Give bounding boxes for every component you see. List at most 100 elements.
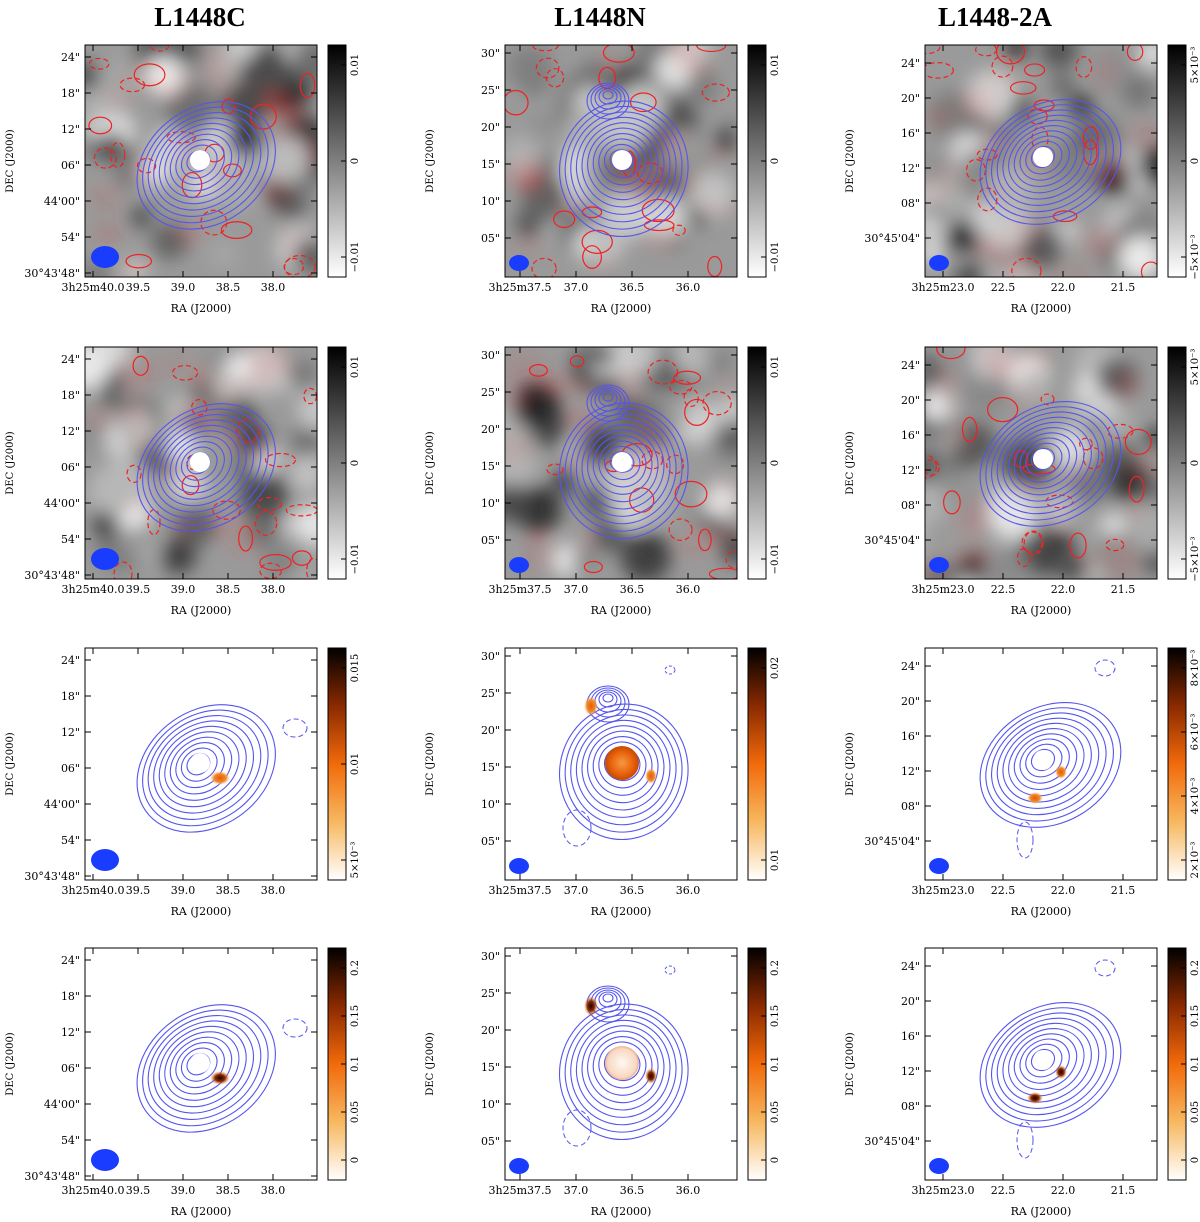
panel-l1448n-row2: 30" 25" 20" 15" 10" 05" 3h25m37.5 37.0 36.5 36.0 R… <box>425 346 781 617</box>
y-tick-label: 15" <box>481 761 500 774</box>
plot-area <box>505 347 737 579</box>
contour-red-negative <box>647 359 679 385</box>
contour-blue <box>587 429 659 503</box>
contour-red-negative <box>124 67 156 86</box>
contour-blue <box>990 1012 1107 1116</box>
noise-blob <box>1111 440 1136 466</box>
colorbar: 8×10⁻³ 6×10⁻³ 4×10⁻³ 2×10⁻³ <box>1167 647 1200 881</box>
contour-blue <box>598 1041 647 1089</box>
noise-blob <box>221 80 269 128</box>
contour-blue-secondary <box>586 384 630 422</box>
noise-blob <box>1095 357 1138 400</box>
contour-red-negative <box>220 380 235 406</box>
contour-red-positive <box>220 221 253 239</box>
y-tick-label: 25" <box>481 386 500 399</box>
noise-blob <box>957 550 987 579</box>
x-axis-label: RA (J2000) <box>1011 302 1072 315</box>
contour-blue <box>592 435 653 495</box>
colorbar: 0.015 0.01 5×10⁻³ <box>327 647 361 881</box>
contour-blue <box>153 1020 255 1114</box>
noise-blob <box>530 111 560 141</box>
noise-blob <box>166 84 218 136</box>
contour-red-positive <box>121 371 153 383</box>
plot-frame <box>84 44 318 278</box>
x-tick-label: 3h25m37.5 <box>488 583 551 596</box>
x-axis-label: RA (J2000) <box>591 604 652 617</box>
contour-blue <box>175 441 225 488</box>
contour-blue <box>1025 140 1063 175</box>
contour-red-negative <box>713 479 737 504</box>
colorbar-tick-label: 5×10⁻³ <box>1190 349 1200 386</box>
y-tick-label: 30" <box>481 650 500 663</box>
contour-blue <box>158 725 247 808</box>
plot-frame <box>924 647 1158 881</box>
contour-red-negative <box>573 380 589 392</box>
y-tick-label: 16" <box>901 127 920 140</box>
y-tick-label: 10" <box>481 798 500 811</box>
y-tick-label: 54" <box>61 834 80 847</box>
contour-blue <box>142 106 269 224</box>
contour-blue <box>1008 1028 1085 1097</box>
contour-blue <box>1002 722 1092 803</box>
colorbar-tick-label: 0 <box>350 158 361 164</box>
y-tick-label: 20" <box>481 1024 500 1037</box>
y-axis-label: DEC (J2000) <box>5 1032 16 1096</box>
contour-red-negative <box>568 447 586 472</box>
y-tick-label: 54" <box>61 1134 80 1147</box>
beam-ellipse <box>509 858 529 874</box>
x-tick-label: 22.0 <box>1051 1184 1076 1197</box>
contour-red-positive <box>1109 555 1134 577</box>
peak-mask <box>612 452 632 472</box>
contour-blue-secondary <box>594 388 622 412</box>
red-contours <box>925 45 1157 277</box>
emission-blob <box>1055 1065 1067 1079</box>
colorbar-tick-label: 5×10⁻³ <box>350 842 361 879</box>
contour-blue <box>153 117 255 211</box>
x-tick-label: 3h25m40.0 <box>61 281 124 294</box>
contour-red-positive <box>1022 351 1048 366</box>
emission-blob <box>645 768 657 784</box>
contour-blue <box>575 418 671 517</box>
plot-area <box>925 648 1157 880</box>
contour-blue-negative <box>1016 821 1034 859</box>
contour-red-negative <box>211 73 235 95</box>
colorbar-tick-label: 0.2 <box>770 960 781 976</box>
contour-red-negative <box>171 364 199 381</box>
y-tick-label: 05" <box>481 232 500 245</box>
noise-blob <box>85 416 113 453</box>
contour-red-negative <box>1021 531 1043 554</box>
noise-blob <box>297 391 317 430</box>
contour-blue <box>180 747 218 782</box>
x-tick-label: 22.5 <box>991 583 1016 596</box>
peak-mask <box>1033 750 1053 770</box>
contour-red-positive <box>958 516 984 532</box>
plot-frame <box>504 647 738 881</box>
contour-red-positive <box>1128 475 1145 503</box>
contour-red-positive <box>581 229 613 254</box>
contour-red-positive <box>133 63 166 87</box>
x-tick-label: 38.5 <box>216 583 241 596</box>
contour-blue <box>1013 1033 1078 1091</box>
plot-area <box>505 648 737 880</box>
x-tick-label: 37.0 <box>564 884 589 897</box>
contour-red-positive <box>261 355 288 375</box>
x-tick-label: 39.0 <box>171 1184 196 1197</box>
contour-red-positive <box>938 372 955 400</box>
noise-blob <box>690 172 736 217</box>
x-tick-label: 3h25m23.0 <box>911 281 974 294</box>
noise-blob <box>112 157 144 189</box>
y-axis-label: DEC (J2000) <box>5 732 16 796</box>
x-tick-label: 22.0 <box>1051 583 1076 596</box>
contour-red-negative <box>173 518 193 535</box>
x-axis-label: RA (J2000) <box>171 302 232 315</box>
contour-blue <box>570 1014 677 1126</box>
noise-blob <box>925 353 944 389</box>
contour-red-negative <box>1023 530 1044 556</box>
y-tick-label: 20" <box>481 423 500 436</box>
panel-l1448-2a-row2: 24" 20" 16" 12" 08" 30°45'04" 3h25m23.0 22.5 22.… <box>845 346 1200 617</box>
x-tick-label: 39.5 <box>126 1184 151 1197</box>
colorbar: 5×10⁻³ 0 −5×10⁻³ <box>1167 44 1200 280</box>
contour-blue <box>570 714 677 826</box>
contour-blue <box>180 446 218 481</box>
